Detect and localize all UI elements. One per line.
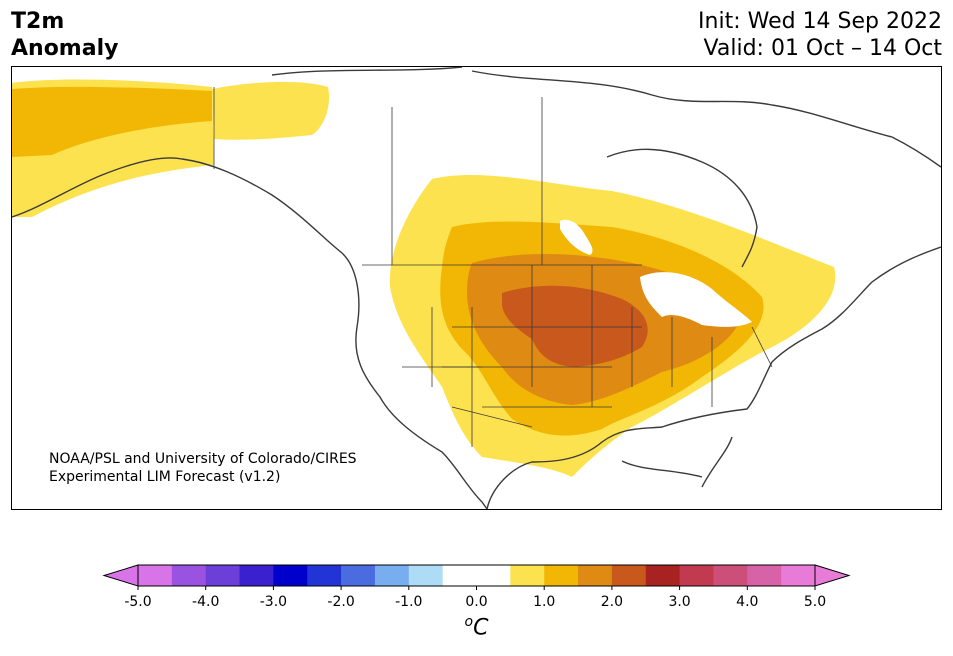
colorbar-tick-label: -4.0	[192, 594, 219, 610]
lake-winnipeg	[560, 219, 593, 255]
colorbar-tick-label: 0.0	[465, 594, 487, 610]
colorbar-tick-label: -5.0	[124, 594, 151, 610]
colorbar-over-arrow	[814, 564, 851, 587]
colorbar-cell	[781, 565, 816, 586]
colorbar-tick-label: 1.0	[533, 594, 555, 610]
anomaly-map: NOAA/PSL and University of Colorado/CIRE…	[11, 66, 942, 510]
colorbar-cell	[611, 565, 647, 586]
credit-line-2: Experimental LIM Forecast (v1.2)	[49, 469, 280, 485]
title-line-2: Anomaly	[11, 36, 119, 61]
map-title: T2m Anomaly	[11, 8, 118, 62]
init-date: Init: Wed 14 Sep 2022	[698, 9, 942, 34]
colorbar-cell	[645, 565, 681, 586]
colorbar-cell	[171, 565, 207, 586]
colorbar-cell	[239, 565, 274, 586]
colorbar-tick-label: 3.0	[668, 594, 690, 610]
colorbar-under-arrow	[102, 564, 139, 587]
colorbar: -5.0 -4.0 -3.0 -2.0 -1.0 0.0 1.0 2.0 3.0 4.0 5.0	[102, 564, 851, 610]
colorbar-cell	[578, 565, 613, 586]
colorbar-cell	[476, 565, 511, 586]
forecast-dates: Init: Wed 14 Sep 2022 Valid: 01 Oct – 14…	[698, 8, 942, 62]
anomaly-region-alaska-mid	[12, 86, 212, 157]
colorbar-cell	[307, 565, 342, 586]
colorbar-ticks: -5.0 -4.0 -3.0 -2.0 -1.0 0.0 1.0 2.0 3.0 4.0 5.0	[124, 586, 826, 610]
colorbar-cell	[510, 565, 545, 586]
colorbar-tick-label: 4.0	[736, 594, 758, 610]
colorbar-cell	[205, 565, 241, 586]
colorbar-unit: oC	[0, 614, 953, 640]
political-borders	[213, 87, 773, 447]
colorbar-cell	[747, 565, 782, 586]
anomaly-region-nw-canada	[212, 81, 330, 140]
great-lakes	[640, 272, 752, 327]
anomaly-region-central-2C	[502, 285, 648, 367]
colorbar-cell	[273, 565, 308, 586]
colorbar-tick-label: -3.0	[260, 594, 287, 610]
colorbar-cell	[679, 565, 714, 586]
colorbar-cell	[408, 565, 444, 586]
colorbar-cell	[544, 565, 579, 586]
colorbar-cell	[442, 565, 477, 586]
colorbar-tick-label: -2.0	[327, 594, 354, 610]
valid-date-range: Valid: 01 Oct – 14 Oct	[703, 36, 942, 61]
colorbar-cell	[713, 565, 748, 586]
unit-degree: o	[464, 614, 474, 630]
unit-letter: C	[473, 615, 489, 641]
colorbar-cell	[374, 565, 410, 586]
map-canvas: NOAA/PSL and University of Colorado/CIRE…	[12, 67, 941, 509]
colorbar-tick-label: 2.0	[601, 594, 623, 610]
colorbar-tick-label: 5.0	[804, 594, 826, 610]
colorbar-tick-label: -1.0	[395, 594, 422, 610]
title-line-1: T2m	[11, 9, 65, 34]
coastlines	[12, 67, 941, 509]
colorbar-cell	[341, 565, 376, 586]
credit-line-1: NOAA/PSL and University of Colorado/CIRE…	[49, 451, 357, 467]
colorbar-cells	[138, 565, 816, 586]
colorbar-cell	[138, 565, 173, 586]
